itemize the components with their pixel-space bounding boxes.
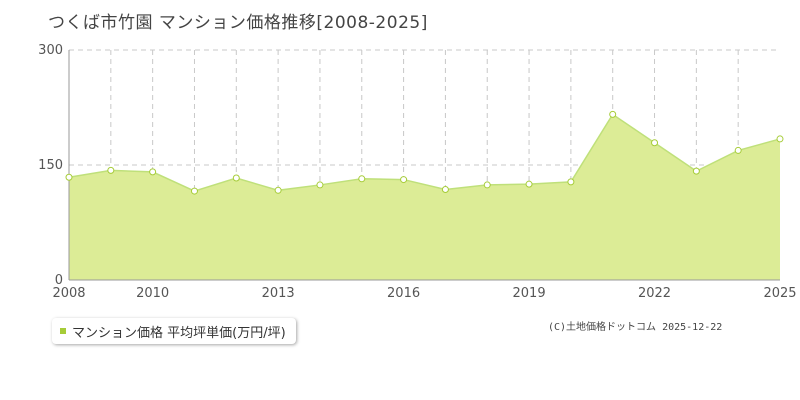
data-point-2013 (274, 186, 282, 194)
tick-layer: 0 150 300 2008 2010 2013 2016 2019 2022 2025 (38, 43, 796, 301)
data-point-2017 (441, 186, 449, 194)
data-point-2016 (400, 176, 408, 184)
data-point-2021 (609, 110, 617, 118)
data-point-2012 (232, 174, 240, 182)
marker-layer (65, 110, 784, 195)
data-point-2019 (525, 180, 533, 188)
data-point-2011 (190, 187, 198, 195)
legend: マンション価格 平均坪単価(万円/坪) (52, 318, 296, 344)
data-point-2025 (776, 135, 784, 143)
legend-label: マンション価格 平均坪単価(万円/坪) (72, 325, 286, 341)
data-point-2014 (316, 181, 324, 189)
x-tick-label: 2013 (262, 286, 295, 301)
y-tick-label: 0 (55, 273, 63, 288)
y-tick-label: 300 (38, 43, 63, 58)
data-point-2008 (65, 173, 73, 181)
legend-swatch (60, 328, 66, 334)
data-point-2020 (567, 178, 575, 186)
series-area (69, 114, 780, 281)
axis-layer (68, 50, 780, 281)
x-tick-label: 2010 (136, 286, 169, 301)
area-layer (68, 113, 781, 281)
x-tick-label: 2025 (763, 286, 796, 301)
x-tick-label: 2016 (387, 286, 420, 301)
data-point-2015 (358, 175, 366, 183)
y-tick-label: 150 (38, 158, 63, 173)
data-point-2009 (107, 166, 115, 174)
x-tick-label: 2008 (52, 286, 85, 301)
x-tick-label: 2019 (513, 286, 546, 301)
data-point-2018 (483, 181, 491, 189)
data-point-2023 (692, 167, 700, 175)
data-point-2024 (734, 146, 742, 154)
data-point-2010 (149, 168, 157, 176)
copyright-credit: (C)土地価格ドットコム 2025-12-22 (548, 322, 723, 333)
series-line (68, 113, 781, 192)
chart-title: つくば市竹園 マンション価格推移[2008-2025] (48, 13, 428, 33)
x-tick-label: 2022 (638, 286, 671, 301)
data-point-2022 (651, 139, 659, 147)
